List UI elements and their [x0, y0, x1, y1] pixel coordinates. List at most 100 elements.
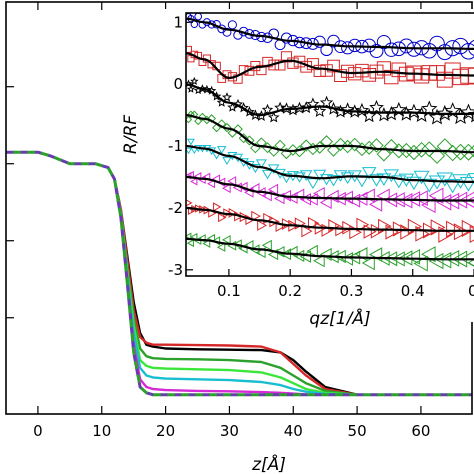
data-point: [376, 61, 391, 76]
data-point: [436, 104, 454, 121]
data-point: [436, 71, 453, 88]
data-point: [406, 176, 422, 191]
data-point: [187, 110, 195, 119]
data-point: [216, 146, 227, 155]
data-point: [313, 35, 326, 48]
data-point: [340, 139, 355, 154]
data-point: [376, 35, 391, 50]
data-point: [234, 211, 244, 222]
inset-plot-frame: [185, 12, 474, 277]
data-point: [326, 175, 341, 187]
reflectivity-series-5: [186, 138, 474, 194]
data-point: [212, 61, 221, 71]
data-point: [446, 220, 462, 238]
fit-line-7: [186, 206, 474, 232]
data-point: [398, 66, 414, 82]
data-point: [369, 138, 384, 153]
data-point: [369, 174, 384, 187]
data-point: [293, 55, 306, 68]
data-point: [347, 137, 362, 152]
data-point: [362, 140, 377, 155]
main-x-tick-label: 50: [348, 422, 367, 440]
data-point: [222, 122, 232, 133]
data-point: [218, 212, 227, 223]
data-point: [267, 111, 280, 123]
data-point: [369, 99, 384, 114]
data-point: [267, 183, 279, 196]
data-point: [190, 177, 198, 186]
inset-y-tick-label: -2: [168, 199, 183, 217]
data-point: [436, 193, 452, 211]
data-point: [300, 60, 313, 73]
main-x-tick-label: 60: [411, 422, 430, 440]
fit-line-4: [186, 114, 474, 154]
data-point: [347, 104, 362, 118]
inset-y-tick-label: -3: [168, 261, 183, 279]
inset-x-tick-label: 0.1: [217, 282, 241, 300]
data-point: [400, 224, 415, 240]
data-point: [369, 64, 384, 79]
data-point: [280, 102, 293, 114]
data-point: [383, 138, 399, 154]
data-point: [320, 135, 334, 149]
reflectivity-inset-chart: 0.10.20.30.40.10-1-2-3 qz[1/Å] R/RF: [121, 9, 474, 329]
data-point: [261, 103, 274, 115]
data-point: [361, 255, 375, 271]
data-point: [262, 56, 273, 68]
data-point: [274, 246, 285, 258]
data-point: [319, 95, 334, 109]
data-point: [460, 42, 474, 60]
fit-line-3: [186, 83, 474, 117]
data-point: [376, 146, 392, 162]
data-point: [198, 112, 207, 122]
main-x-tick-label: 40: [284, 422, 303, 440]
main-x-axis-label: z[Å]: [251, 453, 286, 474]
data-point: [436, 44, 453, 61]
reflectivity-series-4: [186, 110, 474, 164]
data-point: [238, 65, 249, 75]
main-x-tick-label: 10: [92, 422, 111, 440]
data-point: [186, 84, 196, 93]
data-point: [405, 248, 421, 265]
data-point: [227, 176, 237, 187]
data-point: [232, 239, 242, 250]
data-point: [461, 219, 474, 238]
data-point: [376, 173, 392, 187]
data-point: [301, 224, 313, 238]
data-point: [413, 170, 430, 185]
data-point: [421, 196, 436, 214]
reflectivity-series-6: [186, 170, 474, 214]
data-point: [280, 173, 293, 184]
data-point: [428, 252, 444, 270]
data-point: [206, 179, 216, 189]
data-point: [406, 103, 422, 119]
data-point: [421, 246, 436, 263]
data-point: [280, 51, 293, 63]
inset-x-axis-label: qz[1/Å]: [309, 307, 370, 329]
data-point: [299, 170, 313, 181]
data-point: [391, 175, 407, 189]
data-point: [249, 163, 261, 174]
data-point: [287, 144, 299, 156]
data-point: [245, 214, 255, 226]
main-x-tick-label: 20: [156, 422, 175, 440]
data-point: [256, 137, 267, 149]
data-point: [211, 91, 222, 101]
data-point: [221, 234, 231, 245]
data-point: [459, 191, 474, 208]
data-point: [257, 219, 268, 231]
data-point: [356, 217, 370, 232]
data-point: [341, 41, 355, 55]
data-point: [227, 102, 238, 112]
data-point: [340, 102, 355, 116]
data-point: [391, 143, 407, 159]
data-point: [468, 67, 474, 85]
data-point: [421, 178, 438, 193]
data-point: [361, 108, 377, 123]
data-point: [250, 61, 261, 72]
data-point: [436, 138, 453, 155]
data-point: [251, 210, 261, 222]
data-point: [452, 37, 469, 55]
data-point: [413, 255, 428, 272]
